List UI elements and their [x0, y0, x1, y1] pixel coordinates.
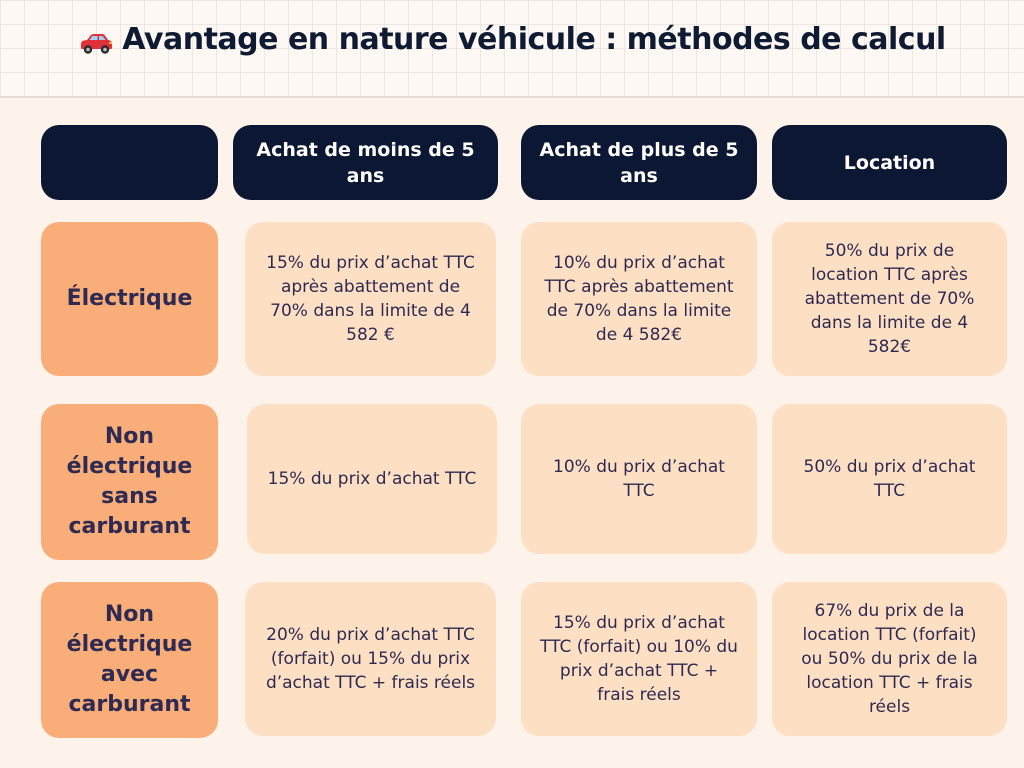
- table-cell: 15% du prix d’achat TTC (forfait) ou 10%…: [521, 582, 757, 736]
- title-text: Avantage en nature véhicule : méthodes d…: [122, 22, 946, 57]
- table-cell: 67% du prix de la location TTC (forfait)…: [772, 582, 1007, 736]
- page-title: Avantage en nature véhicule : méthodes d…: [0, 22, 1024, 57]
- row-label-non-electrique-avec-carburant: Non électrique avec carburant: [41, 582, 218, 738]
- table-cell: 20% du prix d’achat TTC (forfait) ou 15%…: [245, 582, 496, 736]
- header-banner: [0, 0, 1024, 98]
- car-icon: [78, 29, 114, 54]
- table-cell: 10% du prix d’achat TTC après abattement…: [521, 222, 757, 376]
- table-cell: 10% du prix d’achat TTC: [521, 404, 757, 554]
- column-header-achat-plus-5-ans: Achat de plus de 5 ans: [521, 125, 757, 200]
- table-cell: 50% du prix de location TTC après abatte…: [772, 222, 1007, 376]
- table-cell: 15% du prix d’achat TTC: [247, 404, 497, 554]
- table-corner: [41, 125, 218, 200]
- table-cell: 15% du prix d’achat TTC après abattement…: [245, 222, 496, 376]
- column-header-location: Location: [772, 125, 1007, 200]
- table-cell: 50% du prix d’achat TTC: [772, 404, 1007, 554]
- column-header-achat-moins-5-ans: Achat de moins de 5 ans: [233, 125, 498, 200]
- row-label-non-electrique-sans-carburant: Non électrique sans carburant: [41, 404, 218, 560]
- row-label-electrique: Électrique: [41, 222, 218, 376]
